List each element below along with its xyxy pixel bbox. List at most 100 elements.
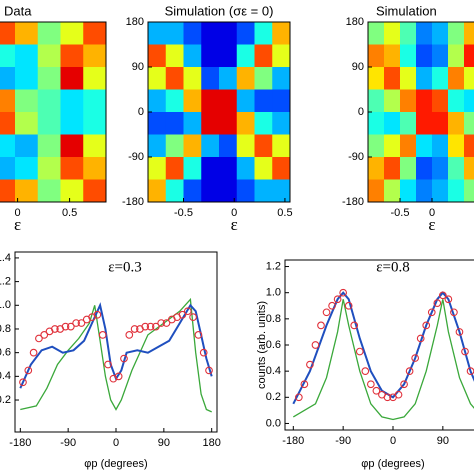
y-tick-label: 1.2 xyxy=(266,260,281,272)
data-point xyxy=(355,347,364,356)
data-point xyxy=(366,380,375,389)
heat-cell xyxy=(368,134,385,158)
heat-cell xyxy=(254,134,273,158)
data-point xyxy=(199,348,208,357)
heat-cell xyxy=(254,44,273,68)
x-axis-label: ε xyxy=(428,215,435,234)
heat-cell xyxy=(37,112,61,135)
heat-cell xyxy=(400,157,417,180)
heat-cell xyxy=(15,89,39,113)
x-tick-label: -0.5 xyxy=(174,207,193,219)
heat-cell xyxy=(254,112,273,135)
heat-cell xyxy=(448,179,465,202)
heat-cell xyxy=(464,67,474,90)
data-point xyxy=(405,367,414,376)
heat-cell xyxy=(272,67,290,90)
heat-cell xyxy=(448,134,465,158)
y-tick-label: 180 xyxy=(346,16,364,28)
heat-cell xyxy=(272,157,290,180)
heat-cell xyxy=(60,67,84,90)
heat-cell xyxy=(60,179,84,202)
x-tick-label: 0 xyxy=(429,207,435,219)
data-point xyxy=(19,378,27,387)
heat-cell xyxy=(236,134,255,158)
heat-cell xyxy=(37,67,61,90)
heat-cell xyxy=(272,134,290,158)
y-tick-label: 1.4 xyxy=(0,252,11,264)
heat-cell xyxy=(384,112,401,135)
heat-cell xyxy=(432,179,449,202)
heat-cell xyxy=(37,22,61,45)
data-point xyxy=(120,354,128,363)
heat-cell xyxy=(254,89,273,113)
heat-cell xyxy=(37,157,61,180)
heat-cell xyxy=(400,134,417,158)
heat-cell xyxy=(83,112,106,135)
heat-cell xyxy=(464,134,474,158)
data-point xyxy=(66,322,75,331)
heat-cell xyxy=(219,157,238,180)
axes-frame xyxy=(0,21,107,203)
heat-cell xyxy=(15,67,39,90)
x-tick-label: 0 xyxy=(390,435,396,447)
data-point xyxy=(51,325,59,333)
data-point xyxy=(438,291,447,300)
heat-cell xyxy=(183,112,202,135)
heat-cell xyxy=(15,22,39,45)
heat-cell xyxy=(236,22,255,45)
data-point xyxy=(427,308,436,317)
heat-cell xyxy=(464,44,474,68)
data-point xyxy=(339,288,348,297)
heat-cell xyxy=(448,112,465,135)
y-tick-label: 0.0 xyxy=(266,417,281,429)
heat-cell xyxy=(148,22,167,45)
heat-cell xyxy=(368,112,385,135)
heat-cell xyxy=(236,112,255,135)
heat-cell xyxy=(448,22,465,45)
y-tick-label: 0.4 xyxy=(0,370,11,382)
heat-cell xyxy=(272,179,290,202)
heat-cell xyxy=(37,44,61,68)
heat-cell xyxy=(0,22,16,45)
heat-cell xyxy=(254,22,273,45)
x-axis-label: ε xyxy=(14,215,21,234)
data-point xyxy=(183,307,192,316)
data-point xyxy=(300,380,309,389)
heat-cell xyxy=(183,179,202,202)
heat-cell xyxy=(432,44,449,68)
heat-cell xyxy=(165,179,184,202)
data-point xyxy=(317,321,325,330)
heat-cell xyxy=(0,89,16,113)
heat-cell xyxy=(60,112,84,135)
data-point xyxy=(72,319,80,327)
data-point xyxy=(328,301,336,310)
heat-cell xyxy=(183,134,202,158)
data-point xyxy=(98,331,107,339)
heat-cell xyxy=(201,89,220,113)
heat-cell xyxy=(15,157,39,180)
data-point xyxy=(306,360,314,369)
y-tick-label: -90 xyxy=(128,151,144,163)
heat-cell xyxy=(0,112,16,135)
data-point xyxy=(77,319,86,327)
heat-cell xyxy=(0,179,16,202)
data-point xyxy=(294,393,303,402)
heat-cell xyxy=(416,112,433,135)
heat-cell xyxy=(254,179,273,202)
data-point xyxy=(383,393,392,402)
heat-cell xyxy=(416,22,433,45)
panel-title: ε=0.3 xyxy=(108,259,142,275)
heat-cell xyxy=(183,67,202,90)
heat-cell xyxy=(201,112,220,135)
x-tick-label: 0.5 xyxy=(277,207,292,219)
heat-cell xyxy=(432,22,449,45)
data-point xyxy=(189,313,197,321)
heat-cell xyxy=(400,22,417,45)
heat-cell xyxy=(60,22,84,45)
data-point xyxy=(162,319,171,327)
y-tick-label: 0.8 xyxy=(266,313,281,325)
heat-cell xyxy=(83,89,106,113)
heat-cell xyxy=(201,134,220,158)
heat-cell xyxy=(219,22,238,45)
